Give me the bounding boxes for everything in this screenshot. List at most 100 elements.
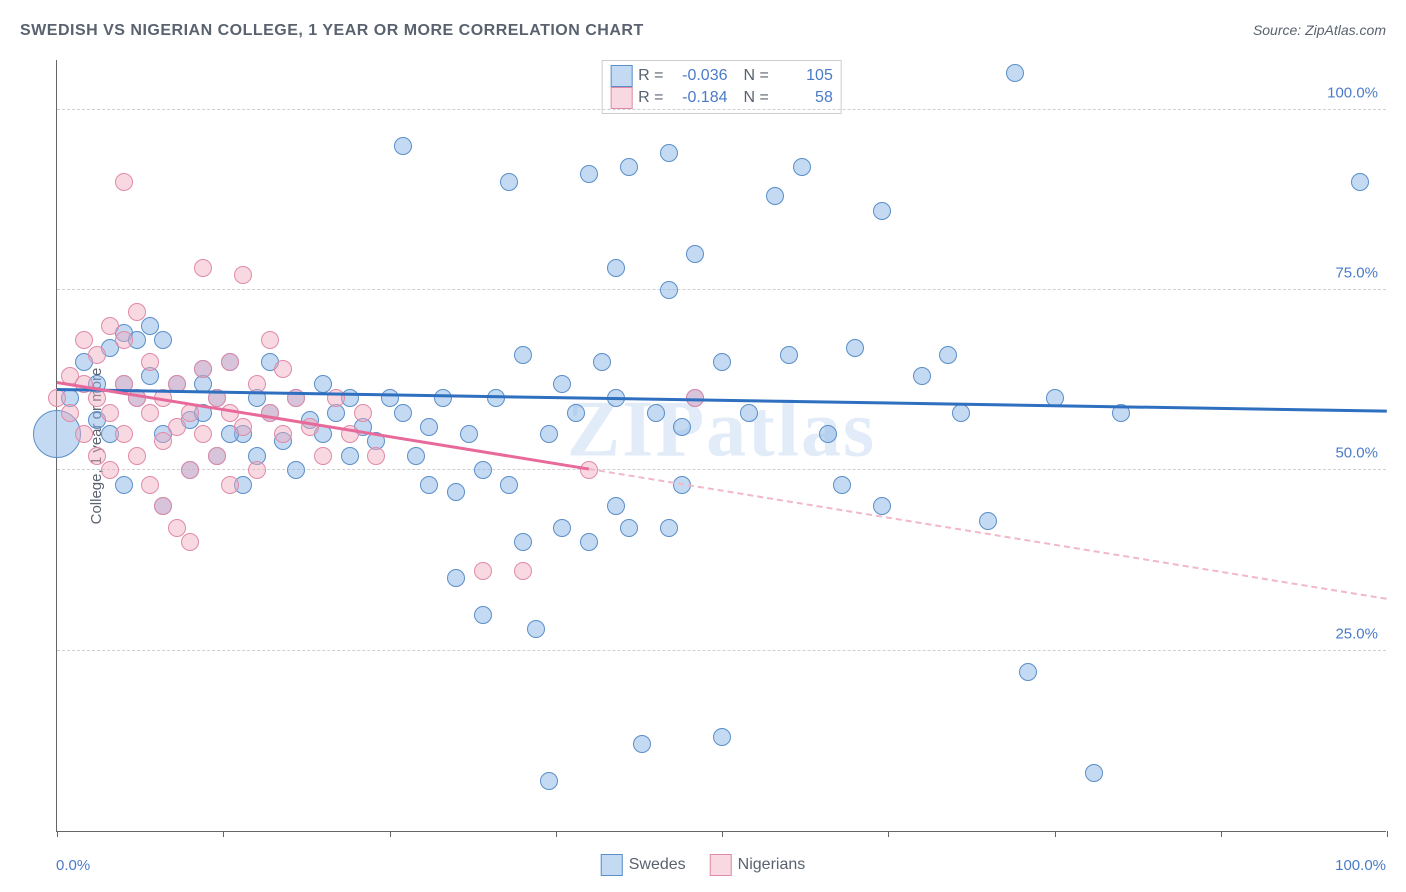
- data-point: [514, 533, 532, 551]
- data-point: [793, 158, 811, 176]
- data-point: [647, 404, 665, 422]
- legend-label: Swedes: [629, 856, 686, 873]
- data-point: [979, 512, 997, 530]
- data-point: [660, 144, 678, 162]
- legend-swatch: [610, 87, 632, 109]
- data-point: [540, 772, 558, 790]
- legend-swatch: [601, 854, 623, 876]
- x-axis-max-label: 100.0%: [1335, 857, 1386, 874]
- y-tick-label: 25.0%: [1335, 625, 1378, 642]
- legend-r-value: -0.184: [670, 89, 728, 107]
- legend-item: Swedes: [601, 854, 686, 876]
- data-point: [620, 158, 638, 176]
- data-point: [88, 447, 106, 465]
- data-point: [88, 346, 106, 364]
- legend-swatch: [610, 65, 632, 87]
- data-point: [394, 404, 412, 422]
- data-point: [460, 425, 478, 443]
- data-point: [48, 389, 66, 407]
- data-point: [115, 173, 133, 191]
- y-tick-label: 50.0%: [1335, 445, 1378, 462]
- data-point: [939, 346, 957, 364]
- y-tick-label: 75.0%: [1335, 264, 1378, 281]
- data-point: [221, 476, 239, 494]
- data-point: [686, 245, 704, 263]
- data-point: [168, 418, 186, 436]
- legend-item: Nigerians: [710, 854, 806, 876]
- data-point: [660, 519, 678, 537]
- data-point: [713, 353, 731, 371]
- gridline: [57, 289, 1386, 290]
- data-point: [713, 728, 731, 746]
- data-point: [394, 137, 412, 155]
- data-point: [540, 425, 558, 443]
- legend-swatch: [710, 854, 732, 876]
- data-point: [1351, 173, 1369, 191]
- trendline: [589, 468, 1387, 600]
- data-point: [407, 447, 425, 465]
- data-point: [141, 317, 159, 335]
- x-tick-mark: [1387, 831, 1388, 837]
- data-point: [660, 281, 678, 299]
- data-point: [819, 425, 837, 443]
- data-point: [314, 375, 332, 393]
- data-point: [487, 389, 505, 407]
- legend-r-value: -0.036: [670, 67, 728, 85]
- data-point: [234, 266, 252, 284]
- data-point: [101, 461, 119, 479]
- x-tick-mark: [888, 831, 889, 837]
- data-point: [154, 432, 172, 450]
- data-point: [101, 317, 119, 335]
- legend-n-value: 58: [775, 89, 833, 107]
- data-point: [580, 165, 598, 183]
- data-point: [474, 461, 492, 479]
- data-point: [101, 404, 119, 422]
- x-tick-mark: [223, 831, 224, 837]
- gridline: [57, 650, 1386, 651]
- x-tick-mark: [390, 831, 391, 837]
- data-point: [128, 447, 146, 465]
- legend-n-label: N =: [744, 67, 769, 85]
- data-point: [873, 497, 891, 515]
- data-point: [287, 461, 305, 479]
- data-point: [740, 404, 758, 422]
- data-point: [221, 353, 239, 371]
- y-tick-label: 100.0%: [1327, 84, 1378, 101]
- data-point: [420, 418, 438, 436]
- x-tick-mark: [1055, 831, 1056, 837]
- legend-n-value: 105: [775, 67, 833, 85]
- data-point: [1006, 64, 1024, 82]
- series-legend: Swedes Nigerians: [601, 854, 806, 876]
- data-point: [181, 533, 199, 551]
- data-point: [248, 461, 266, 479]
- x-tick-mark: [57, 831, 58, 837]
- data-point: [154, 331, 172, 349]
- data-point: [141, 353, 159, 371]
- data-point: [168, 519, 186, 537]
- data-point: [88, 389, 106, 407]
- data-point: [514, 346, 532, 364]
- data-point: [527, 620, 545, 638]
- data-point: [115, 425, 133, 443]
- data-point: [766, 187, 784, 205]
- data-point: [873, 202, 891, 220]
- x-tick-mark: [556, 831, 557, 837]
- data-point: [274, 425, 292, 443]
- data-point: [447, 569, 465, 587]
- data-point: [673, 418, 691, 436]
- data-point: [75, 331, 93, 349]
- data-point: [833, 476, 851, 494]
- data-point: [633, 735, 651, 753]
- data-point: [500, 476, 518, 494]
- data-point: [1085, 764, 1103, 782]
- data-point: [248, 375, 266, 393]
- data-point: [181, 461, 199, 479]
- data-point: [434, 389, 452, 407]
- data-point: [75, 425, 93, 443]
- data-point: [567, 404, 585, 422]
- data-point: [128, 303, 146, 321]
- data-point: [194, 425, 212, 443]
- data-point: [314, 447, 332, 465]
- data-point: [420, 476, 438, 494]
- legend-label: Nigerians: [738, 856, 806, 873]
